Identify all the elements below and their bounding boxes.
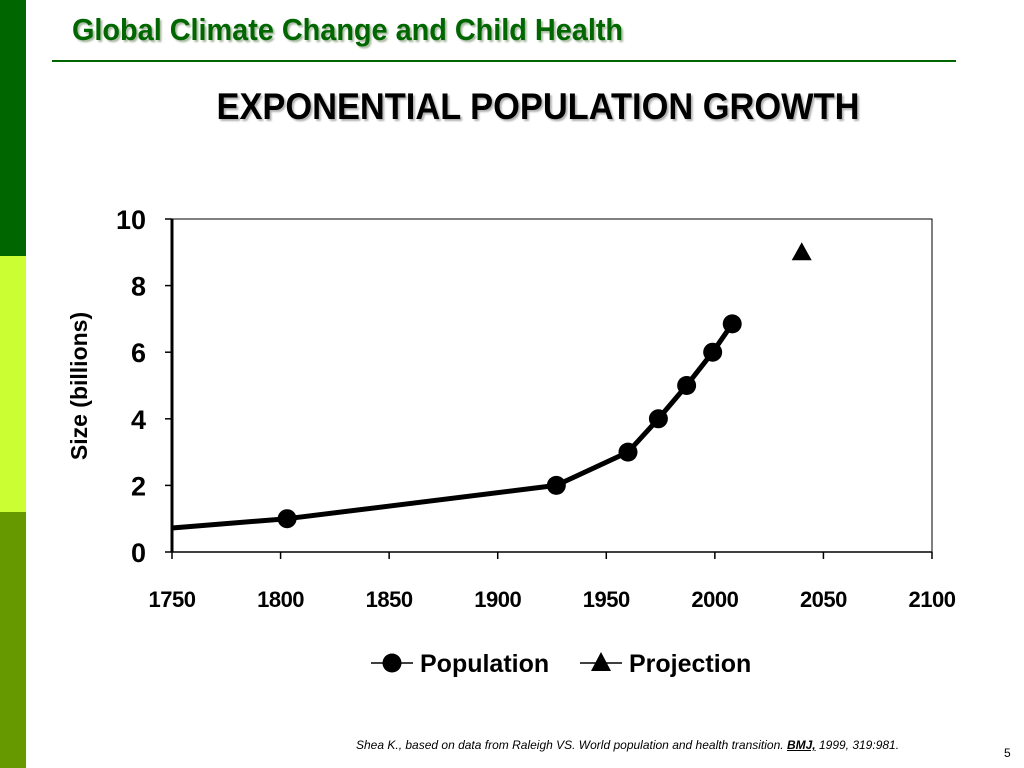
y-tick-label: 8 — [131, 272, 146, 302]
data-point-population — [546, 475, 566, 495]
plot-area — [171, 218, 933, 553]
legend-label-population: Population — [420, 650, 549, 678]
data-point-population — [677, 376, 697, 395]
series-line-population — [171, 322, 735, 531]
data-point-population — [277, 509, 297, 529]
sidebar-stripe-dark — [0, 0, 26, 256]
data-point-population — [648, 409, 668, 429]
y-tick-label: 6 — [131, 338, 146, 368]
legend-marker-projection — [591, 652, 611, 671]
x-tick-label: 2050 — [800, 587, 847, 612]
x-tick-label: 1850 — [366, 587, 413, 612]
slide-title: EXPONENTIAL POPULATION GROWTH — [216, 86, 860, 127]
page-number: 5 — [1004, 746, 1011, 760]
x-tick-label: 2000 — [691, 587, 738, 612]
legend-label-projection: Projection — [629, 650, 751, 678]
sidebar-stripe-olive — [0, 512, 26, 768]
x-tick-label: 1900 — [474, 587, 521, 612]
data-point-population — [703, 342, 723, 362]
x-tick-label: 1950 — [583, 587, 630, 612]
legend-marker-population — [382, 653, 402, 673]
sidebar-stripe-lime — [0, 256, 26, 512]
x-tick-label: 1750 — [149, 587, 196, 612]
y-tick-label: 0 — [131, 538, 146, 568]
data-point-population — [618, 442, 638, 462]
data-point-projection — [791, 242, 812, 261]
y-tick-label: 2 — [131, 471, 146, 501]
x-tick-label: 1800 — [257, 587, 304, 612]
header-title: Global Climate Change and Child Health — [72, 12, 624, 47]
y-tick-label: 10 — [116, 205, 146, 235]
header-divider — [52, 60, 956, 62]
y-axis-label: Size (billions) — [66, 312, 92, 460]
citation-prefix: Shea K., based on data from Raleigh VS. … — [356, 738, 784, 752]
citation-suffix: 1999, 319:981. — [818, 738, 900, 752]
citation: Shea K., based on data from Raleigh VS. … — [356, 738, 899, 752]
data-point-population — [722, 314, 742, 334]
citation-journal: BMJ, — [786, 738, 816, 752]
y-tick-label: 4 — [131, 405, 146, 435]
x-tick-label: 2100 — [909, 587, 956, 612]
